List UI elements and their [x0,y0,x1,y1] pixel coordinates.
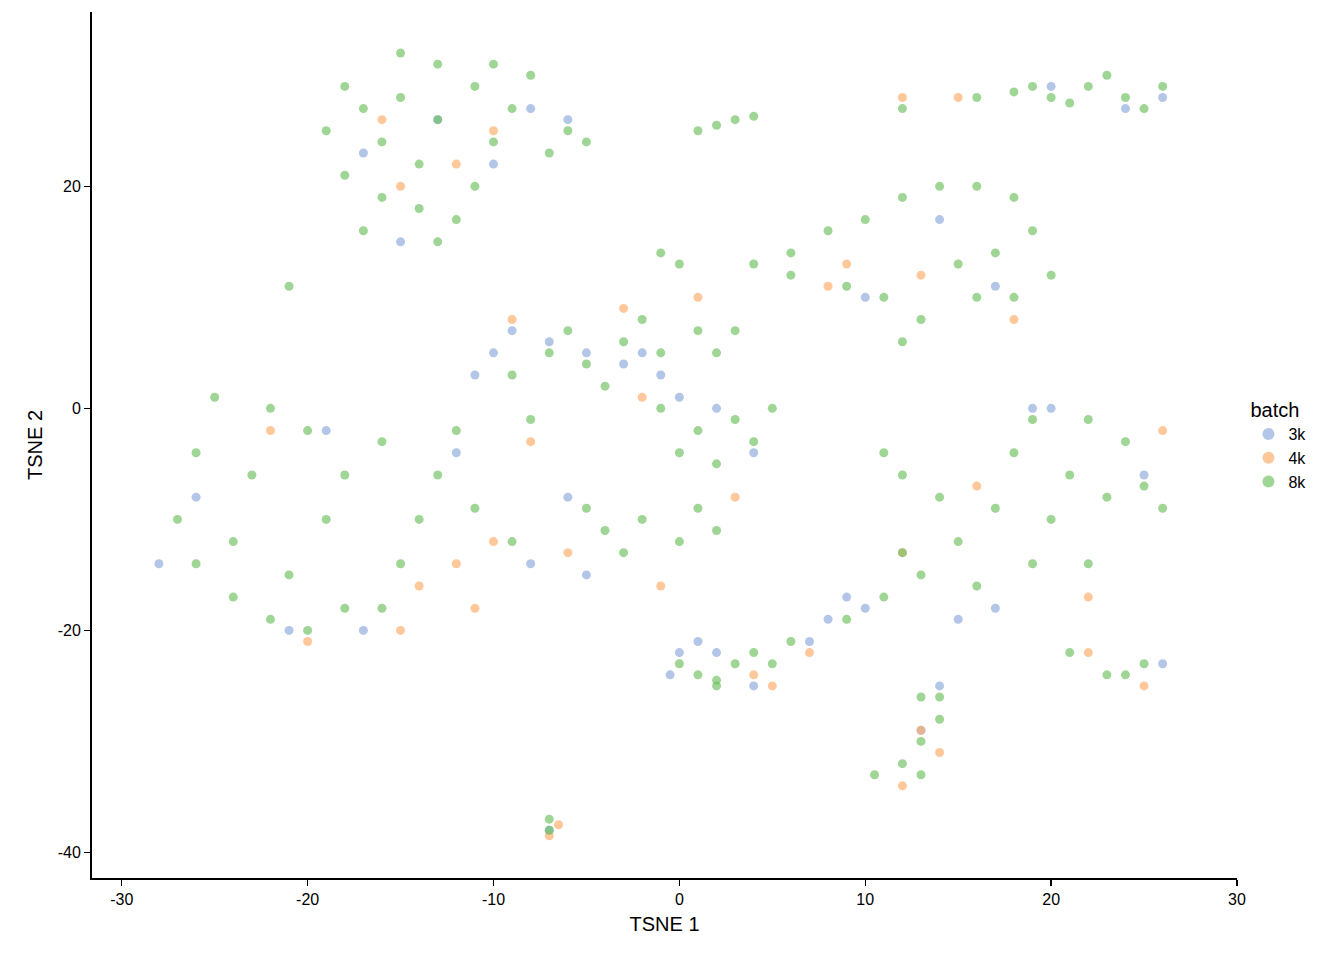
svg-text:20: 20 [63,178,81,195]
svg-text:-20: -20 [58,622,81,639]
svg-text:20: 20 [1042,891,1060,908]
svg-text:8k: 8k [1288,474,1306,491]
svg-text:10: 10 [856,891,874,908]
svg-text:3k: 3k [1288,426,1306,443]
svg-text:TSNE 1: TSNE 1 [629,913,699,935]
svg-text:batch: batch [1250,399,1299,421]
svg-text:-20: -20 [296,891,319,908]
svg-text:TSNE 2: TSNE 2 [24,410,46,480]
svg-text:4k: 4k [1288,450,1306,467]
svg-text:30: 30 [1228,891,1246,908]
svg-text:0: 0 [675,891,684,908]
svg-text:0: 0 [72,400,81,417]
svg-text:-30: -30 [110,891,133,908]
svg-text:-10: -10 [482,891,505,908]
svg-text:-40: -40 [58,844,81,861]
